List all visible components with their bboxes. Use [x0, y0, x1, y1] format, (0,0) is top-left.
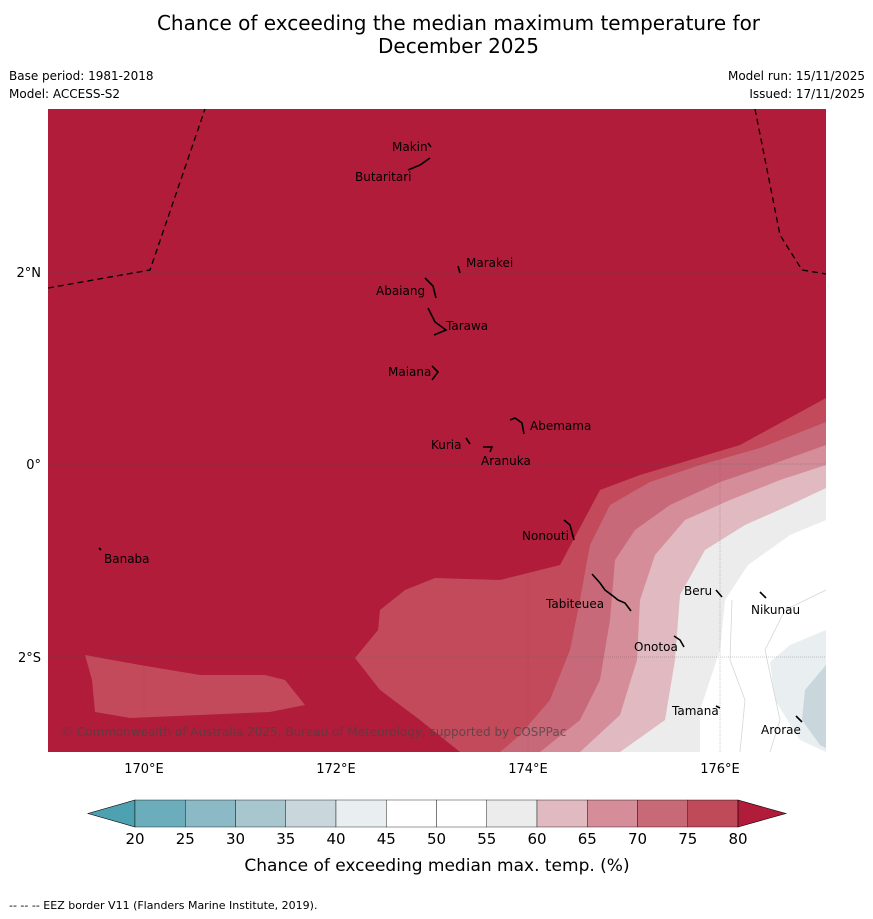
colorbar-tick-label: 55 [477, 830, 496, 848]
place-label: Maiana [388, 365, 431, 379]
colorbar-segment [436, 799, 487, 828]
colorbar-segment [486, 799, 538, 828]
colorbar-high-extension [737, 799, 788, 828]
band-75-80-west [85, 655, 305, 718]
colorbar-tick-label: 50 [427, 830, 446, 848]
colorbar-tick-label: 70 [628, 830, 647, 848]
title-line-1: Chance of exceeding the median maximum t… [156, 11, 761, 35]
colorbar-tick-label: 30 [226, 830, 245, 848]
place-label: Nonouti [522, 529, 569, 543]
colorbar-segment [134, 799, 186, 828]
copyright-text: © Commonwealth of Australia 2025, Bureau… [61, 725, 566, 739]
colorbar-tick-label: 20 [125, 830, 144, 848]
colorbar-segment [285, 799, 337, 828]
place-label: Tarawa [445, 319, 488, 333]
band-35-40 [802, 665, 826, 748]
colorbar-segment [235, 799, 286, 828]
gridlines [48, 109, 826, 752]
meta-right: Model run: 15/11/2025 Issued: 17/11/2025 [728, 67, 865, 103]
lat-labels: 2°N 0° 2°S [17, 266, 42, 666]
place-label: Butaritari [355, 170, 412, 184]
eez-footnote: -- -- -- EEZ border V11 (Flanders Marine… [9, 899, 318, 912]
colorbar-tick-label: 60 [527, 830, 546, 848]
colorbar-tick-label: 45 [377, 830, 396, 848]
islands [98, 142, 803, 723]
colorbar-tick-label: 40 [326, 830, 345, 848]
lon-label: 174°E [508, 762, 548, 777]
colorbar-segment [185, 799, 236, 828]
place-labels: Makin Butaritari Marakei Abaiang Tarawa … [104, 140, 801, 737]
place-label: Makin [392, 140, 428, 154]
colorbar-segment [587, 799, 638, 828]
lat-label: 2°N [17, 266, 42, 281]
colorbar-label: Chance of exceeding median max. temp. (%… [244, 856, 629, 876]
lon-labels: 170°E 172°E 174°E 176°E [124, 762, 740, 777]
place-label: Onotoa [634, 640, 678, 654]
place-label: Aranuka [481, 454, 531, 468]
colorbar-segment [386, 799, 437, 828]
title-line-2: December 2025 [378, 34, 539, 58]
place-label: Nikunau [751, 603, 800, 617]
colorbar-segment [637, 799, 688, 828]
place-label: Beru [684, 584, 712, 598]
colorbar-tick-label: 75 [678, 830, 697, 848]
place-label: Tamana [671, 704, 719, 718]
lon-label: 172°E [316, 762, 356, 777]
colorbar-low-extension [86, 799, 136, 828]
map-title: Chance of exceeding the median maximum t… [0, 12, 873, 58]
lat-label: 2°S [18, 651, 41, 666]
issued-date: Issued: 17/11/2025 [749, 87, 865, 101]
colorbar-tick-label: 65 [578, 830, 597, 848]
colorbar-segment [335, 799, 387, 828]
meta-left: Base period: 1981-2018 Model: ACCESS-S2 [9, 67, 154, 103]
base-period: Base period: 1981-2018 [9, 69, 154, 83]
lon-label: 176°E [700, 762, 740, 777]
place-label: Banaba [104, 552, 150, 566]
place-label: Abaiang [376, 284, 425, 298]
lon-label: 170°E [124, 762, 164, 777]
place-label: Tabiteuea [545, 597, 604, 611]
model-run: Model run: 15/11/2025 [727, 69, 865, 83]
colorbar-tick-label: 80 [728, 830, 747, 848]
map-area [48, 109, 826, 752]
place-label: Arorae [761, 723, 801, 737]
place-label: Kuria [431, 438, 462, 452]
colorbar-segment [536, 799, 588, 828]
eez-border [48, 109, 826, 289]
colorbar-segment [687, 799, 739, 828]
colorbar: 20 25 30 35 40 45 50 55 60 65 70 75 80 [86, 799, 788, 848]
colorbar-tick-label: 25 [176, 830, 195, 848]
model-name: Model: ACCESS-S2 [9, 87, 121, 101]
colorbar-tick-label: 35 [276, 830, 295, 848]
lat-label: 0° [26, 458, 41, 473]
place-label: Abemama [530, 419, 591, 433]
place-label: Marakei [466, 256, 513, 270]
